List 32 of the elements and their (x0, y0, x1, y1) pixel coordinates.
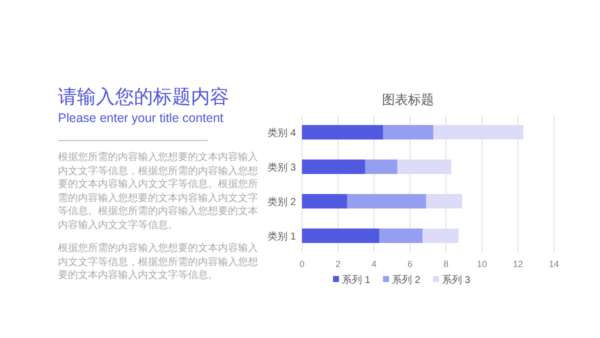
x-tick-label: 12 (512, 259, 524, 269)
legend-label: 系列 2 (392, 274, 421, 286)
text: 请输入您的标题内容 (58, 86, 230, 110)
x-tick-label: 14 (548, 259, 560, 269)
x-tick-label: 10 (476, 259, 488, 269)
text: 根据您所需的内容输入您想要的文本内容输入内文文字等信息，根据您所需的内容输入您想要的文本内容输入内文文字等信息。 (58, 242, 259, 282)
x-tick-label: 0 (299, 259, 305, 269)
bar (302, 160, 365, 174)
legend-label: 系列 3 (442, 274, 471, 286)
y-tick-label: 类别 2 (268, 196, 296, 208)
bar (379, 228, 423, 243)
bar (302, 125, 383, 140)
x-tick-label: 8 (443, 259, 449, 269)
x-tick-label: 4 (371, 259, 377, 269)
bar (433, 125, 524, 140)
bar (426, 194, 462, 208)
bar (347, 194, 426, 208)
chart-title: 图表标题 (382, 92, 434, 107)
bar (302, 194, 347, 208)
bar (365, 160, 398, 174)
text: 根据您所需的内容输入您想要的文本内容输入内文文字等信息，根据您所需的内容输入您想要的文本内容输入内文文字等信息。根据您所需的内容输入您想要的文本内容输入内文文字等信息。根据您所需的内容输入您想要的文本内容输入内文文字等信息。 (58, 151, 259, 232)
bar (302, 228, 380, 243)
x-tick-label: 6 (407, 259, 413, 269)
text: Please enter your title content (58, 110, 224, 126)
bar (397, 160, 452, 174)
bar (383, 125, 434, 140)
y-tick-label: 类别 1 (268, 230, 296, 242)
bar (422, 228, 459, 243)
y-tick-label: 类别 3 (268, 161, 296, 174)
x-tick-label: 2 (335, 259, 341, 269)
y-tick-label: 类别 4 (268, 126, 296, 139)
legend-label: 系列 1 (342, 274, 371, 286)
